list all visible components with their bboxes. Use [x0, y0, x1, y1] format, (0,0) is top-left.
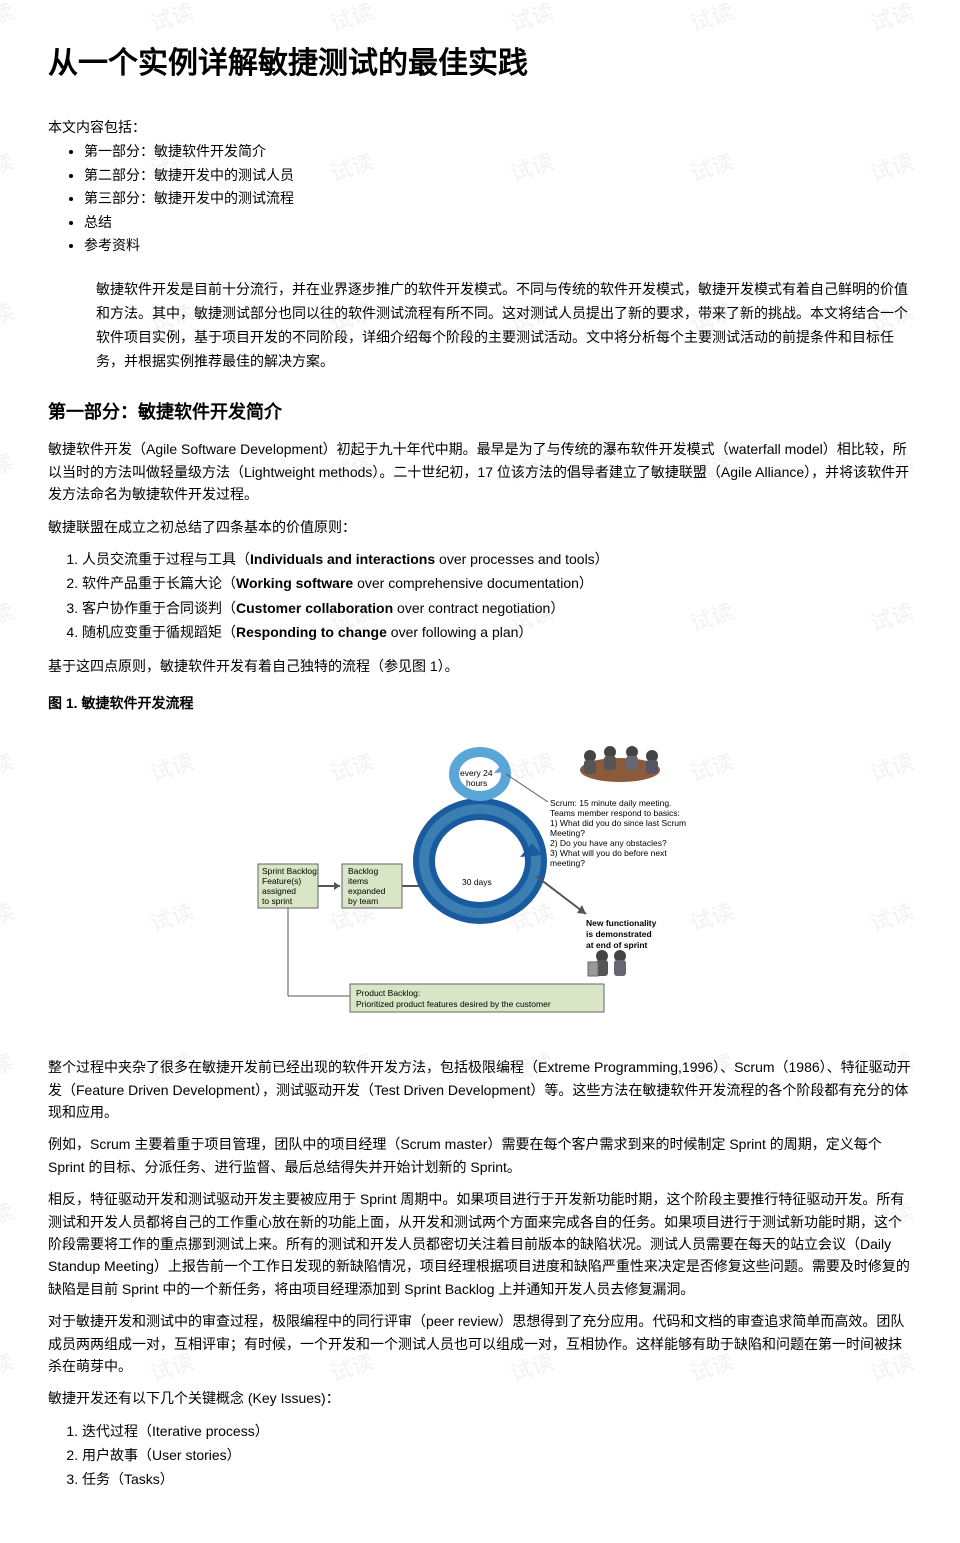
- svg-text:30 days: 30 days: [462, 877, 492, 887]
- body-paragraph: 对于敏捷开发和测试中的审查过程，极限编程中的同行评审（peer review）思…: [48, 1310, 912, 1377]
- svg-text:Meeting?: Meeting?: [550, 828, 585, 838]
- toc-item: 第一部分：敏捷软件开发简介: [84, 140, 912, 162]
- principle-item: 人员交流重于过程与工具（Individuals and interactions…: [82, 548, 912, 570]
- svg-text:meeting?: meeting?: [550, 858, 585, 868]
- svg-text:expanded: expanded: [348, 886, 386, 896]
- svg-text:Scrum: 15 minute daily meeting: Scrum: 15 minute daily meeting.: [550, 798, 671, 808]
- principle-item: 客户协作重于合同谈判（Customer collaboration over c…: [82, 597, 912, 619]
- intro-paragraph: 敏捷软件开发是目前十分流行，并在业界逐步推广的软件开发模式。不同与传统的软件开发…: [96, 278, 912, 373]
- svg-text:Prioritized product features d: Prioritized product features desired by …: [356, 999, 551, 1009]
- agile-principles-list: 人员交流重于过程与工具（Individuals and interactions…: [82, 548, 912, 644]
- svg-text:hours: hours: [466, 778, 487, 788]
- scrum-diagram: Sprint Backlog: Feature(s) assigned to s…: [250, 726, 710, 1036]
- key-issues-list: 迭代过程（Iterative process） 用户故事（User storie…: [82, 1420, 912, 1491]
- svg-text:Teams member respond to basics: Teams member respond to basics:: [550, 808, 680, 818]
- body-paragraph: 敏捷联盟在成立之初总结了四条基本的价值原则：: [48, 516, 912, 538]
- principle-item: 软件产品重于长篇大论（Working software over compreh…: [82, 572, 912, 594]
- svg-text:Feature(s): Feature(s): [262, 876, 301, 886]
- svg-text:at end of sprint: at end of sprint: [586, 940, 648, 950]
- svg-text:Product Backlog:: Product Backlog:: [356, 988, 420, 998]
- svg-text:assigned: assigned: [262, 886, 296, 896]
- key-issue-item: 任务（Tasks）: [82, 1468, 912, 1490]
- toc-label: 本文内容包括：: [48, 116, 912, 138]
- svg-text:items: items: [348, 876, 368, 886]
- key-issue-item: 迭代过程（Iterative process）: [82, 1420, 912, 1442]
- toc-item: 第三部分：敏捷开发中的测试流程: [84, 187, 912, 209]
- svg-text:every 24: every 24: [460, 768, 493, 778]
- svg-text:Backlog: Backlog: [348, 866, 379, 876]
- key-issue-item: 用户故事（User stories）: [82, 1444, 912, 1466]
- svg-text:New functionality: New functionality: [586, 918, 657, 928]
- body-paragraph: 相反，特征驱动开发和测试驱动开发主要被应用于 Sprint 周期中。如果项目进行…: [48, 1188, 912, 1300]
- principle-item: 随机应变重于循规蹈矩（Responding to change over fol…: [82, 621, 912, 643]
- body-paragraph: 整个过程中夹杂了很多在敏捷开发前已经出现的软件开发方法，包括极限编程（Extre…: [48, 1056, 912, 1123]
- toc-item: 参考资料: [84, 234, 912, 256]
- body-paragraph: 例如，Scrum 主要着重于项目管理，团队中的项目经理（Scrum master…: [48, 1133, 912, 1178]
- svg-text:2) Do you have any obstacles?: 2) Do you have any obstacles?: [550, 838, 667, 848]
- section-1-heading: 第一部分：敏捷软件开发简介: [48, 398, 912, 427]
- figure-1: Sprint Backlog: Feature(s) assigned to s…: [250, 726, 710, 1036]
- toc-item: 总结: [84, 211, 912, 233]
- svg-text:is demonstrated: is demonstrated: [586, 929, 652, 939]
- body-paragraph: 基于这四点原则，敏捷软件开发有着自己独特的流程（参见图 1）。: [48, 655, 912, 677]
- svg-text:Sprint Backlog:: Sprint Backlog:: [262, 866, 319, 876]
- body-paragraph: 敏捷软件开发（Agile Software Development）初起于九十年…: [48, 438, 912, 505]
- toc-item: 第二部分：敏捷开发中的测试人员: [84, 164, 912, 186]
- toc-list: 第一部分：敏捷软件开发简介 第二部分：敏捷开发中的测试人员 第三部分：敏捷开发中…: [84, 140, 912, 256]
- svg-text:by team: by team: [348, 896, 378, 906]
- svg-text:to sprint: to sprint: [262, 896, 293, 906]
- body-paragraph: 敏捷开发还有以下几个关键概念 (Key Issues)：: [48, 1387, 912, 1409]
- svg-text:1) What did you do since last: 1) What did you do since last Scrum: [550, 818, 686, 828]
- svg-text:3) What will you do before nex: 3) What will you do before next: [550, 848, 667, 858]
- page-title: 从一个实例详解敏捷测试的最佳实践: [48, 40, 912, 88]
- figure-1-caption: 图 1. 敏捷软件开发流程: [48, 692, 912, 714]
